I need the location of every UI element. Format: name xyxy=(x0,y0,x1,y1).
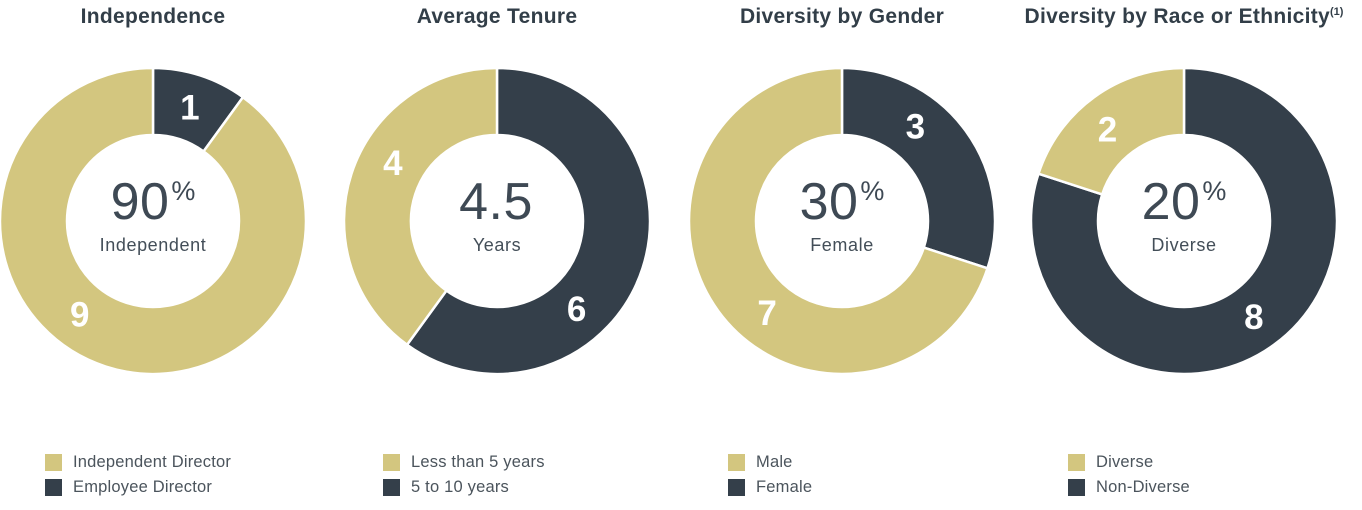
donut-ring: 37 xyxy=(687,66,997,376)
donut-ring: 82 xyxy=(1029,66,1339,376)
chart-title: Diversity by Gender xyxy=(662,4,1022,29)
legend-swatch-gold xyxy=(1068,454,1085,471)
legend-item: Male xyxy=(728,453,812,471)
slice-count-label: 9 xyxy=(70,295,89,334)
legend-item: Employee Director xyxy=(45,478,231,496)
chart-title-text: Diversity by Race or Ethnicity xyxy=(1024,5,1330,28)
chart-title-superscript: (1) xyxy=(1330,6,1344,18)
donut-slice xyxy=(687,66,990,376)
legend-label: Employee Director xyxy=(73,478,213,496)
chart-title-text: Average Tenure xyxy=(416,5,578,28)
slice-count-label: 7 xyxy=(757,294,776,333)
legend-item: Less than 5 years xyxy=(383,453,545,471)
donut-slice xyxy=(342,66,499,347)
legend-label: Diverse xyxy=(1096,453,1154,471)
legend-item: Independent Director xyxy=(45,453,232,471)
legend-item: Non-Diverse xyxy=(1068,478,1190,496)
slice-count-label: 3 xyxy=(906,108,925,147)
legend-independence: Independent Director Employee Director xyxy=(45,453,232,496)
donut-slice xyxy=(1029,66,1339,376)
slice-count-label: 4 xyxy=(383,144,403,183)
chart-title: Average Tenure xyxy=(317,4,677,29)
legend-swatch-slate xyxy=(728,479,745,496)
donut-ring: 64 xyxy=(342,66,652,376)
chart-title-text: Independence xyxy=(80,5,226,28)
slice-count-label: 6 xyxy=(567,290,586,329)
chart-title-text: Diversity by Gender xyxy=(739,5,945,28)
legend-average-tenure: Less than 5 years 5 to 10 years xyxy=(383,453,545,496)
donut-slice xyxy=(1036,66,1186,196)
legend-item: Female xyxy=(728,478,813,496)
legend-item: Diverse xyxy=(1068,453,1190,471)
legend-swatch-gold xyxy=(728,454,745,471)
slice-count-label: 1 xyxy=(180,88,199,127)
legend-label: Independent Director xyxy=(73,453,232,471)
legend-swatch-slate xyxy=(1068,479,1085,496)
legend-swatch-slate xyxy=(383,479,400,496)
chart-title: Independence xyxy=(0,4,333,29)
legend-diversity-gender: Male Female xyxy=(728,453,813,496)
legend-label: 5 to 10 years xyxy=(411,478,509,496)
legend-swatch-gold xyxy=(45,454,62,471)
legend-label: Male xyxy=(756,453,793,471)
legend-label: Female xyxy=(756,478,813,496)
legend-swatch-slate xyxy=(45,479,62,496)
legend-label: Less than 5 years xyxy=(411,453,545,471)
legend-swatch-gold xyxy=(383,454,400,471)
donut-ring: 19 xyxy=(0,66,308,376)
donut-slice xyxy=(0,66,308,376)
donut-slice xyxy=(840,66,997,270)
legend-item: 5 to 10 years xyxy=(383,478,545,496)
donut-slice xyxy=(405,66,652,376)
chart-title: Diversity by Race or Ethnicity(1) xyxy=(1004,4,1362,29)
legend-diversity-race: Diverse Non-Diverse xyxy=(1068,453,1190,496)
legend-label: Non-Diverse xyxy=(1096,478,1190,496)
slice-count-label: 8 xyxy=(1244,298,1263,337)
slice-count-label: 2 xyxy=(1098,110,1117,149)
